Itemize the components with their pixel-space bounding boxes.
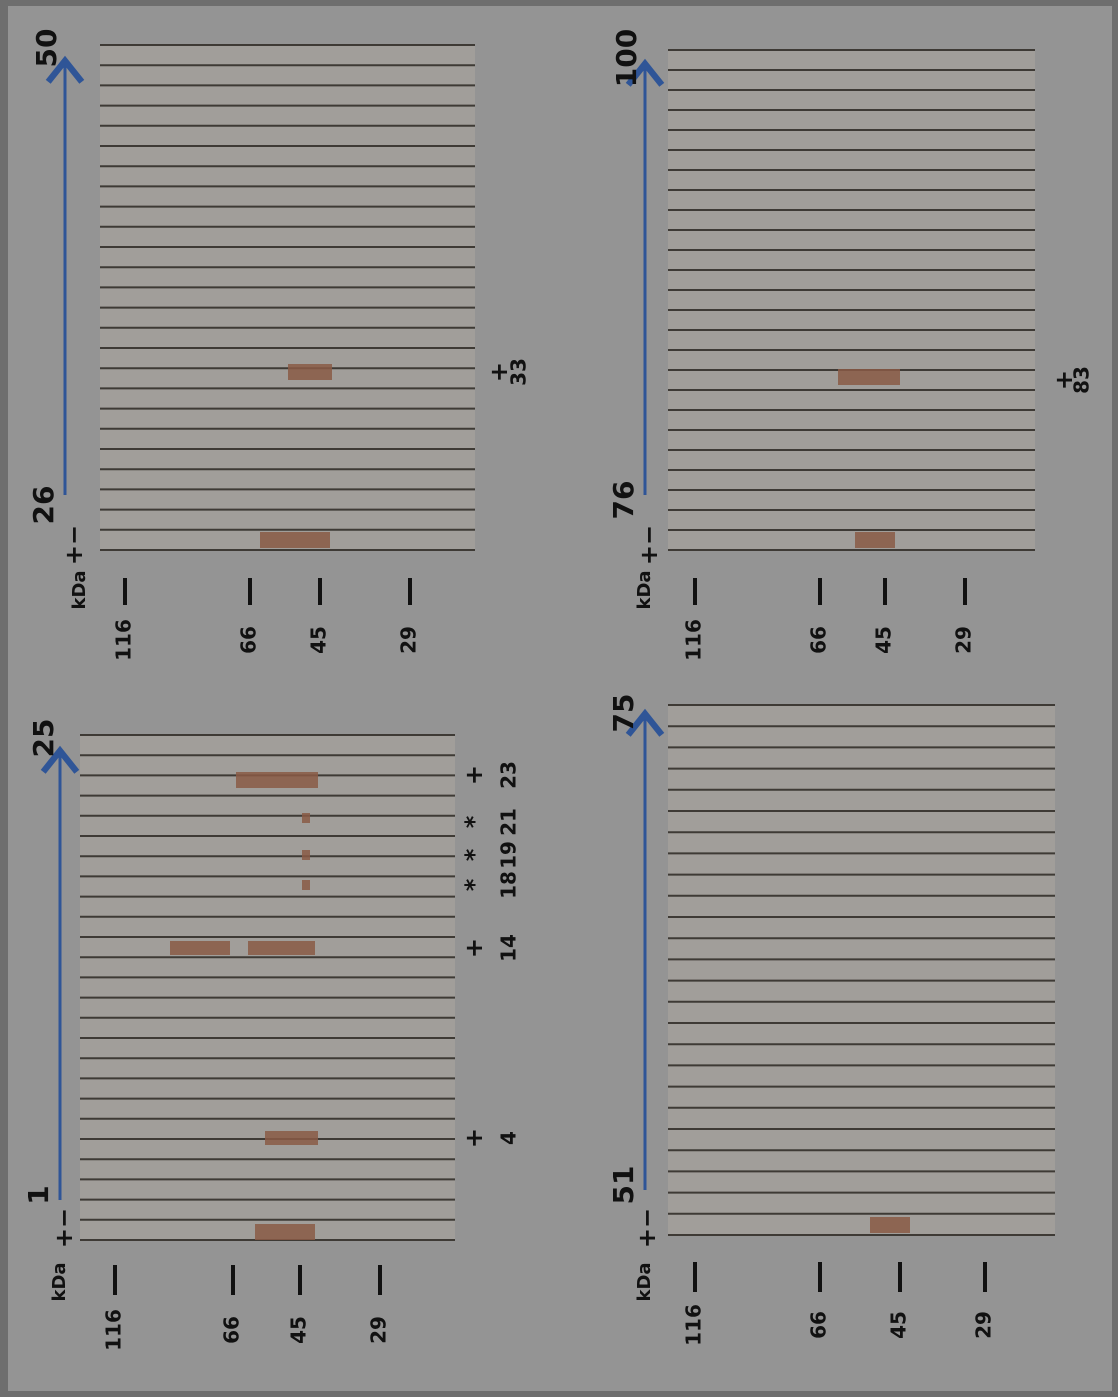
kda-label: kDa [69, 570, 90, 609]
band [255, 1224, 315, 1240]
lane-number: 83 [1070, 366, 1094, 394]
lane-symbol: + [485, 362, 513, 382]
control-label: +− [50, 1208, 78, 1248]
band [870, 1217, 910, 1233]
kda-label: kDa [634, 1262, 655, 1301]
first-lane: 26 [27, 486, 60, 525]
lane-number: 4 [497, 1131, 521, 1145]
marker-label: 116 [112, 619, 136, 661]
strip-area [668, 705, 1055, 1235]
band [248, 941, 315, 955]
last-lane: 50 [30, 29, 63, 68]
band [838, 369, 900, 385]
band [236, 772, 318, 788]
first-lane: 51 [607, 1166, 640, 1205]
marker-label: 29 [972, 1311, 996, 1339]
marker-label: 116 [102, 1309, 126, 1351]
band [260, 532, 330, 548]
lane-symbol: * [460, 815, 488, 828]
kda-label: kDa [49, 1262, 70, 1301]
last-lane: 100 [610, 29, 643, 87]
lane-symbol: + [460, 1128, 488, 1148]
marker-label: 116 [682, 1304, 706, 1346]
lane-symbol: * [460, 878, 488, 891]
lane-number: 23 [497, 761, 521, 789]
strip-area [100, 45, 475, 550]
marker-label: 29 [952, 626, 976, 654]
lane-number: 19 [497, 841, 521, 869]
marker-label: 45 [307, 626, 331, 654]
marker-label: 66 [807, 1311, 831, 1339]
control-label: +− [60, 525, 88, 565]
band [302, 813, 310, 823]
marker-label: 66 [807, 626, 831, 654]
lane-symbol: + [1050, 370, 1078, 390]
marker-label: 45 [872, 626, 896, 654]
band [302, 880, 310, 890]
marker-label: 29 [397, 626, 421, 654]
lane-number: 21 [497, 808, 521, 836]
band [302, 850, 310, 860]
marker-label: 66 [237, 626, 261, 654]
marker-label: 45 [887, 1311, 911, 1339]
first-lane: 76 [607, 481, 640, 520]
strip-area [668, 50, 1035, 550]
kda-label: kDa [634, 570, 655, 609]
first-lane: 1 [22, 1185, 55, 1204]
marker-label: 45 [287, 1316, 311, 1344]
band [855, 532, 895, 548]
band [265, 1131, 318, 1145]
strip-area [80, 735, 455, 1240]
lane-number: 14 [497, 934, 521, 962]
marker-label: 66 [220, 1316, 244, 1344]
lane-symbol: * [460, 848, 488, 861]
control-label: +− [635, 525, 663, 565]
lane-symbol: + [460, 765, 488, 785]
last-lane: 25 [27, 719, 60, 758]
last-lane: 75 [607, 694, 640, 733]
lane-symbol: + [460, 938, 488, 958]
band [170, 941, 230, 955]
marker-label: 29 [367, 1316, 391, 1344]
band [288, 364, 332, 380]
marker-label: 116 [682, 619, 706, 661]
lane-number: 18 [497, 871, 521, 899]
lane-number: 33 [507, 358, 531, 386]
control-label: +− [633, 1208, 661, 1248]
